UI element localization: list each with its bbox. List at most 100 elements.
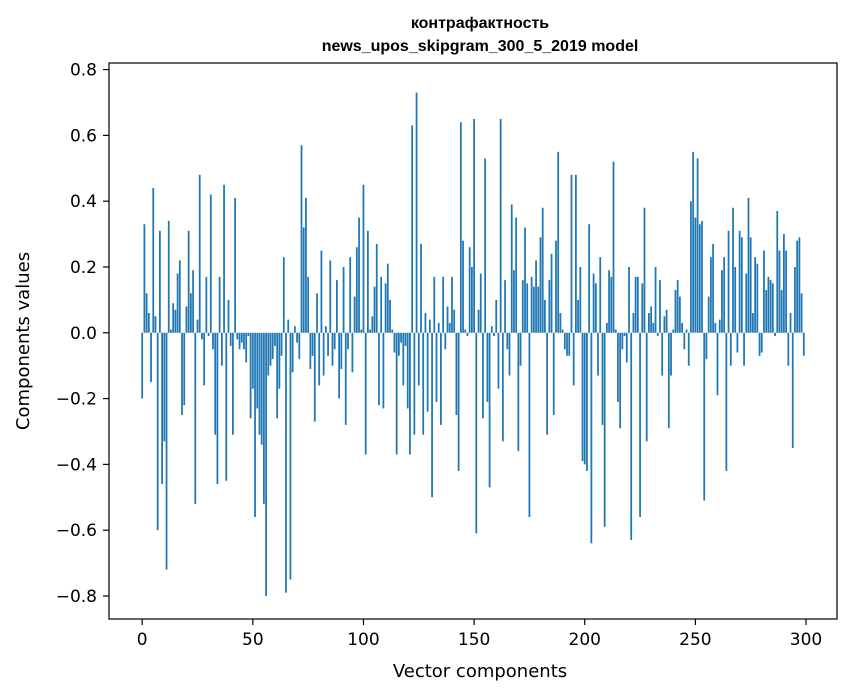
- bar: [765, 290, 768, 333]
- bar: [145, 293, 148, 333]
- bar: [178, 260, 181, 333]
- bar: [400, 332, 402, 343]
- bar: [464, 329, 467, 333]
- bar: [729, 332, 732, 366]
- bar: [701, 220, 703, 333]
- bar: [747, 197, 750, 333]
- bar: [783, 234, 785, 333]
- bar: [601, 332, 604, 425]
- bar: [632, 313, 635, 333]
- bar: [561, 329, 564, 333]
- y-tick-label: 0.0: [70, 324, 97, 344]
- bar: [183, 332, 186, 406]
- bar: [435, 332, 438, 402]
- bar: [656, 332, 659, 337]
- bar: [563, 332, 566, 350]
- bar: [203, 332, 206, 386]
- bar: [369, 329, 371, 333]
- bar: [539, 237, 542, 333]
- y-tick-label: 0.2: [70, 258, 97, 278]
- bar: [174, 309, 177, 333]
- bar: [787, 332, 790, 366]
- bar: [508, 332, 511, 376]
- bar: [293, 326, 296, 333]
- bar: [324, 326, 327, 333]
- bar: [771, 283, 774, 333]
- bar: [725, 332, 728, 471]
- bar: [249, 332, 252, 419]
- bar: [778, 250, 781, 333]
- bar: [712, 243, 714, 333]
- bar: [716, 332, 719, 396]
- y-tick-label: 0.8: [70, 61, 97, 81]
- bar: [670, 332, 672, 376]
- bar: [437, 322, 440, 333]
- bar: [506, 332, 509, 350]
- bar: [455, 332, 458, 416]
- bar: [705, 332, 708, 360]
- bar: [692, 151, 695, 333]
- bar: [205, 276, 208, 333]
- bar: [274, 332, 276, 346]
- bar: [147, 313, 150, 333]
- bar: [785, 250, 787, 333]
- bars-group: [141, 92, 805, 596]
- bar: [163, 332, 166, 442]
- bar: [196, 319, 199, 333]
- bar: [734, 266, 737, 333]
- bar: [639, 332, 641, 518]
- bar: [685, 329, 688, 333]
- bar: [754, 257, 757, 333]
- bar: [433, 276, 436, 333]
- bar: [411, 125, 414, 333]
- bar: [718, 319, 721, 333]
- bar: [209, 194, 212, 333]
- bar: [309, 332, 312, 369]
- bar: [665, 309, 668, 333]
- x-tick-label: 150: [458, 630, 490, 650]
- bar: [544, 299, 546, 333]
- bar: [592, 273, 595, 333]
- bar: [513, 270, 515, 333]
- bar: [358, 217, 360, 333]
- bar: [605, 322, 608, 333]
- bar: [519, 332, 522, 366]
- bar: [515, 217, 518, 333]
- bar: [663, 316, 666, 333]
- bar: [674, 290, 677, 333]
- bar: [446, 306, 449, 333]
- bar: [459, 122, 462, 333]
- bar: [185, 306, 188, 333]
- bar: [645, 332, 648, 442]
- bar: [342, 266, 345, 333]
- bar: [732, 207, 734, 333]
- bar: [331, 332, 334, 366]
- bar: [570, 174, 573, 333]
- bar: [393, 332, 396, 353]
- bar: [643, 207, 646, 333]
- bar: [333, 332, 336, 350]
- bar: [320, 250, 323, 333]
- bar: [344, 332, 347, 425]
- bar: [659, 280, 661, 333]
- bar: [672, 329, 675, 333]
- bar: [397, 332, 400, 356]
- bar: [780, 290, 783, 333]
- bar: [603, 332, 606, 527]
- bar: [608, 270, 610, 333]
- bar: [630, 332, 633, 541]
- chart-title-line2: news_upos_skipgram_300_5_2019 model: [322, 38, 639, 55]
- bar: [614, 329, 617, 333]
- bar: [156, 332, 159, 531]
- bar: [300, 145, 303, 333]
- bar: [448, 322, 451, 333]
- bar: [641, 283, 644, 333]
- bar: [599, 257, 602, 333]
- bar: [667, 332, 670, 429]
- bar: [707, 296, 710, 333]
- bar: [583, 332, 586, 465]
- bar: [524, 227, 526, 333]
- bar: [207, 332, 210, 337]
- bar: [386, 263, 389, 333]
- y-tick-label: −0.2: [56, 390, 97, 410]
